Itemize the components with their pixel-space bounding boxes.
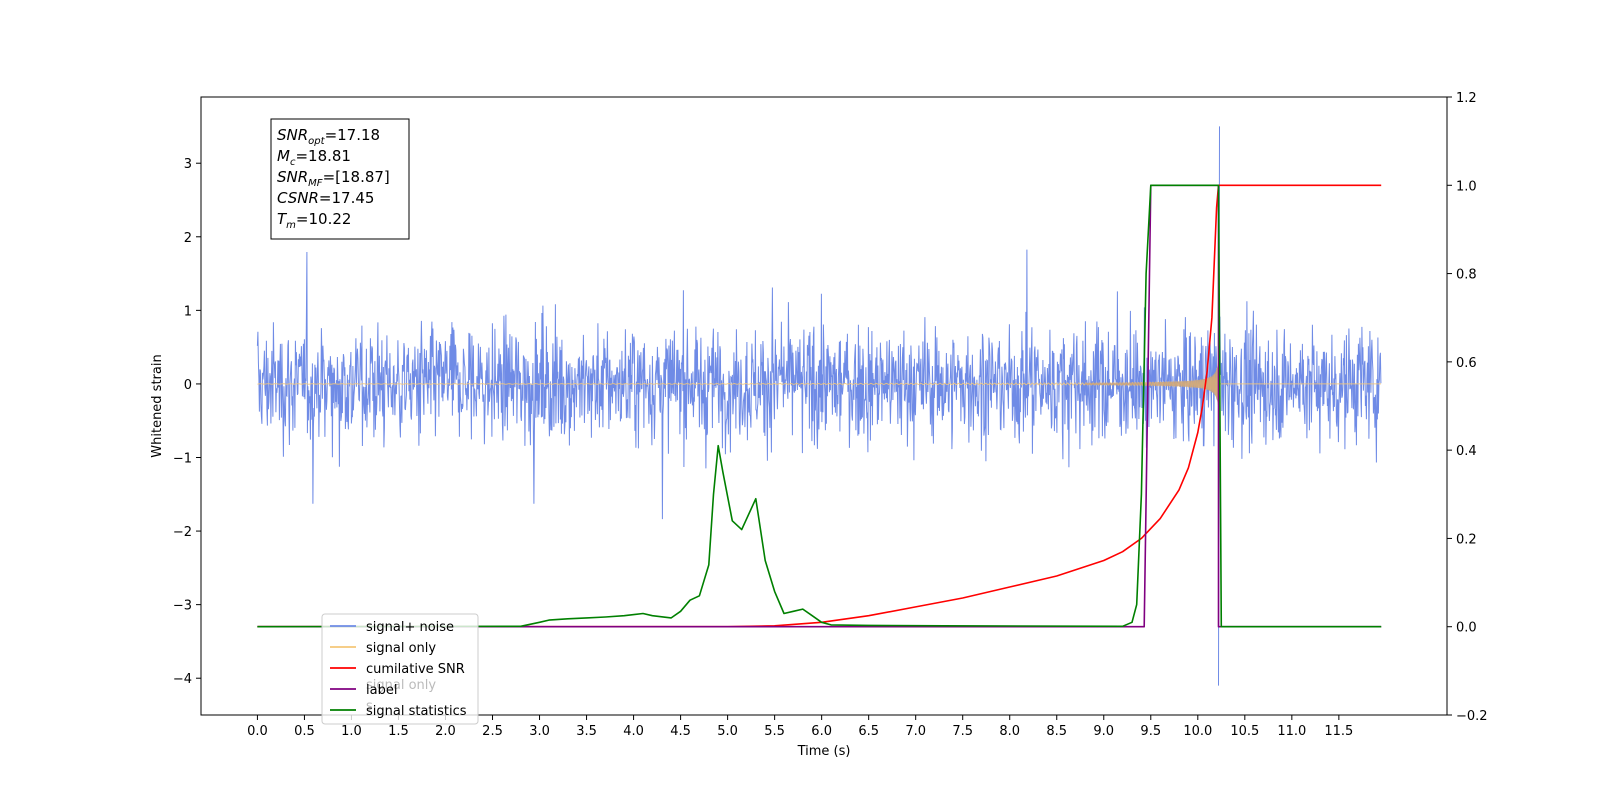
y-right-tick-label: −0.2 (1456, 709, 1488, 724)
legend-hidden-label: signal only (366, 678, 436, 693)
x-tick-label: 1.5 (388, 724, 409, 739)
x-tick-label: 10.5 (1230, 724, 1259, 739)
annotation-line: Tm=10.22 (277, 210, 351, 231)
signal-only-series (257, 359, 1381, 409)
signal-only-envelope (1085, 359, 1219, 409)
legend-label: label (366, 683, 397, 698)
legend-label: cumilative SNR (366, 662, 465, 677)
annotation-subscript: m (286, 220, 296, 231)
x-tick-label: 10.0 (1183, 724, 1212, 739)
legend-frame (321, 613, 479, 725)
y-right-tick-label: 0.8 (1456, 268, 1477, 283)
x-tick-label: 0.5 (294, 724, 315, 739)
annotation-line: SNRopt=17.18 (277, 126, 380, 147)
y-left-tick-label: −3 (173, 599, 192, 614)
x-tick-label: 1.0 (341, 724, 362, 739)
series-line-cumilative-snr (257, 184, 1382, 628)
legend-hidden-label: s (366, 699, 373, 714)
y-right-tick-label: 0.4 (1456, 444, 1477, 459)
x-tick-label: 9.5 (1140, 724, 1161, 739)
annotation-subscript: c (290, 157, 296, 168)
annotation-line: SNRMF=[18.87] (277, 168, 390, 189)
y-left-tick-label: 3 (184, 157, 192, 172)
x-tick-label: 3.0 (529, 724, 550, 739)
legend-label: signal statistics (366, 704, 467, 719)
annotation-symbol: CSNR (277, 189, 319, 207)
annotation-subscript: opt (308, 136, 325, 147)
x-tick-label: 8.0 (999, 724, 1020, 739)
x-tick-label: 4.5 (670, 724, 691, 739)
legend-label: signal only (366, 641, 436, 656)
x-tick-label: 8.5 (1046, 724, 1067, 739)
y-left-tick-label: −1 (173, 452, 192, 467)
annotation-symbol: M (277, 147, 290, 165)
x-tick-label: 5.5 (764, 724, 785, 739)
x-axis-label: Time (s) (797, 744, 851, 759)
y-left-tick-label: 1 (184, 304, 192, 319)
plot-area (256, 126, 1382, 686)
y-left-tick-label: −4 (173, 672, 192, 687)
annotation-subscript: MF (308, 178, 323, 189)
annotation-symbol: SNR (277, 168, 308, 186)
x-tick-label: 3.5 (576, 724, 597, 739)
annotation-value: =17.18 (325, 126, 381, 144)
x-tick-label: 2.0 (435, 724, 456, 739)
y-left-tick-label: 2 (184, 231, 192, 246)
y-right-tick-label: 0.2 (1456, 532, 1477, 547)
y-right-tick-label: 1.0 (1456, 179, 1477, 194)
y-left-tick-label: −2 (173, 525, 192, 540)
annotation-symbol: T (277, 210, 288, 228)
annotation-value: =10.22 (296, 210, 352, 228)
y-axis-label: Whitened strain (150, 354, 165, 457)
x-tick-label: 6.0 (811, 724, 832, 739)
y-right-tick-label: 0.0 (1456, 621, 1477, 636)
x-tick-label: 9.0 (1093, 724, 1114, 739)
x-tick-label: 2.5 (482, 724, 503, 739)
legend-label: signal+ noise (366, 620, 454, 635)
annotation-box: SNRopt=17.18Mc=18.81SNRMF=[18.87]CSNR=17… (270, 118, 410, 240)
x-tick-label: 7.0 (905, 724, 926, 739)
y-right-tick-label: 1.2 (1456, 91, 1477, 106)
x-tick-label: 5.0 (717, 724, 738, 739)
x-tick-label: 11.0 (1277, 724, 1306, 739)
x-tick-label: 6.5 (858, 724, 879, 739)
annotation-line: Mc=18.81 (277, 147, 351, 168)
y-axis-left: 3 2 1 0 −1 −2 −3 −4 (173, 157, 201, 687)
annotation-value: =[18.87] (323, 168, 390, 186)
annotation-symbol: SNR (277, 126, 308, 144)
right-axis-series (257, 184, 1382, 628)
x-tick-label: 0.0 (247, 724, 268, 739)
annotation-value: =17.45 (319, 189, 375, 207)
annotation-frame (270, 118, 410, 240)
x-axis: 0.0 0.5 1.0 1.5 2.0 2.5 3.0 3.5 4.0 4.5 5.0 5.5 6.0 6… (247, 715, 1353, 739)
x-tick-label: 4.0 (623, 724, 644, 739)
series-line-signal-statistics (257, 184, 1382, 628)
x-tick-label: 11.5 (1324, 724, 1353, 739)
y-right-tick-label: 0.6 (1456, 356, 1477, 371)
x-tick-label: 7.5 (952, 724, 973, 739)
axes-frame (200, 96, 1448, 716)
y-left-tick-label: 0 (184, 378, 192, 393)
annotation-value: =18.81 (295, 147, 351, 165)
y-axis-right: 1.2 1.0 0.8 0.6 0.4 0.2 0.0 −0.2 (1447, 91, 1488, 724)
annotation-line: CSNR=17.45 (277, 189, 374, 207)
